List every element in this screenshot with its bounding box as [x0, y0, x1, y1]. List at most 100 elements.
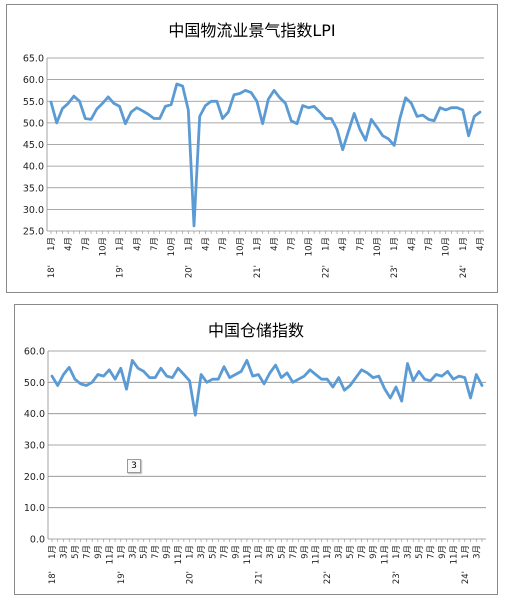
x-year-label: 19': [117, 571, 127, 584]
x-tick-label: 11月: [174, 545, 184, 564]
x-tick-label: 3月: [266, 545, 276, 559]
x-year-label: 18': [47, 265, 57, 278]
x-tick-label: 1月: [47, 237, 57, 251]
y-tick-label: 50.0: [23, 118, 44, 129]
y-tick-label: 10.0: [24, 503, 45, 514]
x-tick-label: 3月: [128, 545, 138, 559]
x-tick-label: 1月: [117, 545, 127, 559]
series-line: [49, 82, 482, 228]
x-tick-label: 1月: [186, 545, 196, 559]
x-year-label: 23': [390, 265, 400, 278]
y-tick-label: 45.0: [23, 140, 44, 151]
y-tick-label: 60.0: [23, 75, 44, 86]
x-tick-label: 11月: [243, 545, 253, 564]
x-tick-label: 9月: [300, 545, 310, 559]
x-year-label: 21': [253, 265, 263, 278]
y-tick-label: 25.0: [23, 227, 44, 238]
x-tick-label: 4月: [476, 237, 486, 251]
x-tick-label: 5月: [415, 545, 425, 559]
x-tick-label: 4月: [133, 237, 143, 251]
x-tick-label: 1月: [254, 545, 264, 559]
chart-svg: 25.0 30.0 35.0 40.0 45.0 50.0 55.0 60.0 65.0 1月 18…: [23, 54, 486, 279]
x-tick-label: 1月: [390, 237, 400, 251]
x-year-label: 23': [392, 571, 402, 584]
x-tick-label: 7月: [358, 545, 368, 559]
x-tick-label: 1月: [116, 237, 126, 251]
x-tick-label: 7月: [426, 545, 436, 559]
warehouse-chart-title: 中国仓储指数: [207, 321, 304, 340]
x-tick-label: 4月: [270, 237, 280, 251]
x-tick-label: 1月: [392, 545, 402, 559]
y-tick-label: 40.0: [23, 162, 44, 173]
x-tick-label: 10月: [442, 237, 452, 256]
x-tick-label: 5月: [277, 545, 287, 559]
x-tick-label: 1月: [48, 545, 58, 559]
x-tick-label: 1月: [459, 237, 469, 251]
x-tick-label: 10月: [236, 237, 246, 256]
y-tick-label: 65.0: [23, 54, 44, 65]
x-tick-label: 3月: [403, 545, 413, 559]
x-tick-label: 11月: [381, 545, 391, 564]
x-tick-label: 7月: [219, 237, 229, 251]
x-tick-label: 10月: [98, 237, 108, 256]
x-tick-label: 5月: [140, 545, 150, 559]
x-tick-label: 9月: [94, 545, 104, 559]
x-tick-label: 4月: [339, 237, 349, 251]
x-tick-label: 7月: [356, 237, 366, 251]
x-tick-label: 11月: [105, 545, 115, 564]
x-tick-label: 7月: [150, 237, 160, 251]
x-year-label: 20': [186, 571, 196, 584]
chart-annotation-box: 3: [127, 459, 141, 473]
x-year-label: 22': [322, 265, 332, 278]
x-tick-label: 7月: [289, 545, 299, 559]
x-tick-label: 10月: [373, 237, 383, 256]
x-tick-label: 9月: [369, 545, 379, 559]
lpi-chart-panel: 中国物流业景气指数LPI 25.0 30.0 35.0 40.0 45.0 50.0 55.…: [6, 4, 498, 293]
x-tick-label: 5月: [209, 545, 219, 559]
x-tick-label: 7月: [82, 545, 92, 559]
x-tick-label: 5月: [346, 545, 356, 559]
y-tick-label: 55.0: [23, 97, 44, 108]
x-tick-label: 7月: [220, 545, 230, 559]
x-tick-label: 1月: [323, 545, 333, 559]
x-tick-label: 4月: [201, 237, 211, 251]
y-tick-label: 0.0: [30, 535, 45, 546]
x-year-label: 24': [461, 571, 471, 584]
x-tick-label: 7月: [287, 237, 297, 251]
x-tick-label: 9月: [231, 545, 241, 559]
x-tick-label: 7月: [81, 237, 91, 251]
x-tick-label: 3月: [335, 545, 345, 559]
x-tick-label: 1月: [253, 237, 263, 251]
y-tick-label: 60.0: [24, 347, 45, 358]
x-tick-label: 5月: [71, 545, 81, 559]
x-year-label: 20': [184, 265, 194, 278]
y-tick-label: 30.0: [23, 205, 44, 216]
y-tick-label: 50.0: [24, 378, 45, 389]
x-tick-label: 7月: [425, 237, 435, 251]
x-tick-label: 3月: [472, 545, 482, 559]
x-tick-label: 10月: [167, 237, 177, 256]
lpi-chart-title: 中国物流业景气指数LPI: [168, 21, 336, 40]
x-tick-label: 1月: [461, 545, 471, 559]
y-tick-label: 30.0: [24, 441, 45, 452]
x-year-label: 24': [459, 265, 469, 278]
x-tick-label: 11月: [449, 545, 459, 564]
x-year-label: 19': [116, 265, 126, 278]
y-tick-label: 40.0: [24, 409, 45, 420]
x-year-label: 18': [48, 571, 58, 584]
y-tick-label: 35.0: [23, 183, 44, 194]
x-year-label: 21': [254, 571, 264, 584]
x-tick-label: 3月: [59, 545, 69, 559]
x-tick-label: 3月: [197, 545, 207, 559]
warehouse-chart-panel: 中国仓储指数 3 0.0 10.0 20.0 30.0 40.0 50.0 60.0 1月 18…: [14, 304, 498, 595]
x-tick-label: 9月: [163, 545, 173, 559]
x-tick-label: 4月: [64, 237, 74, 251]
x-tick-label: 1月: [322, 237, 332, 251]
x-tick-label: 7月: [151, 545, 161, 559]
x-tick-label: 4月: [407, 237, 417, 251]
x-tick-label: 9月: [438, 545, 448, 559]
x-year-label: 22': [323, 571, 333, 584]
x-tick-label: 10月: [304, 237, 314, 256]
series-line: [50, 359, 484, 417]
